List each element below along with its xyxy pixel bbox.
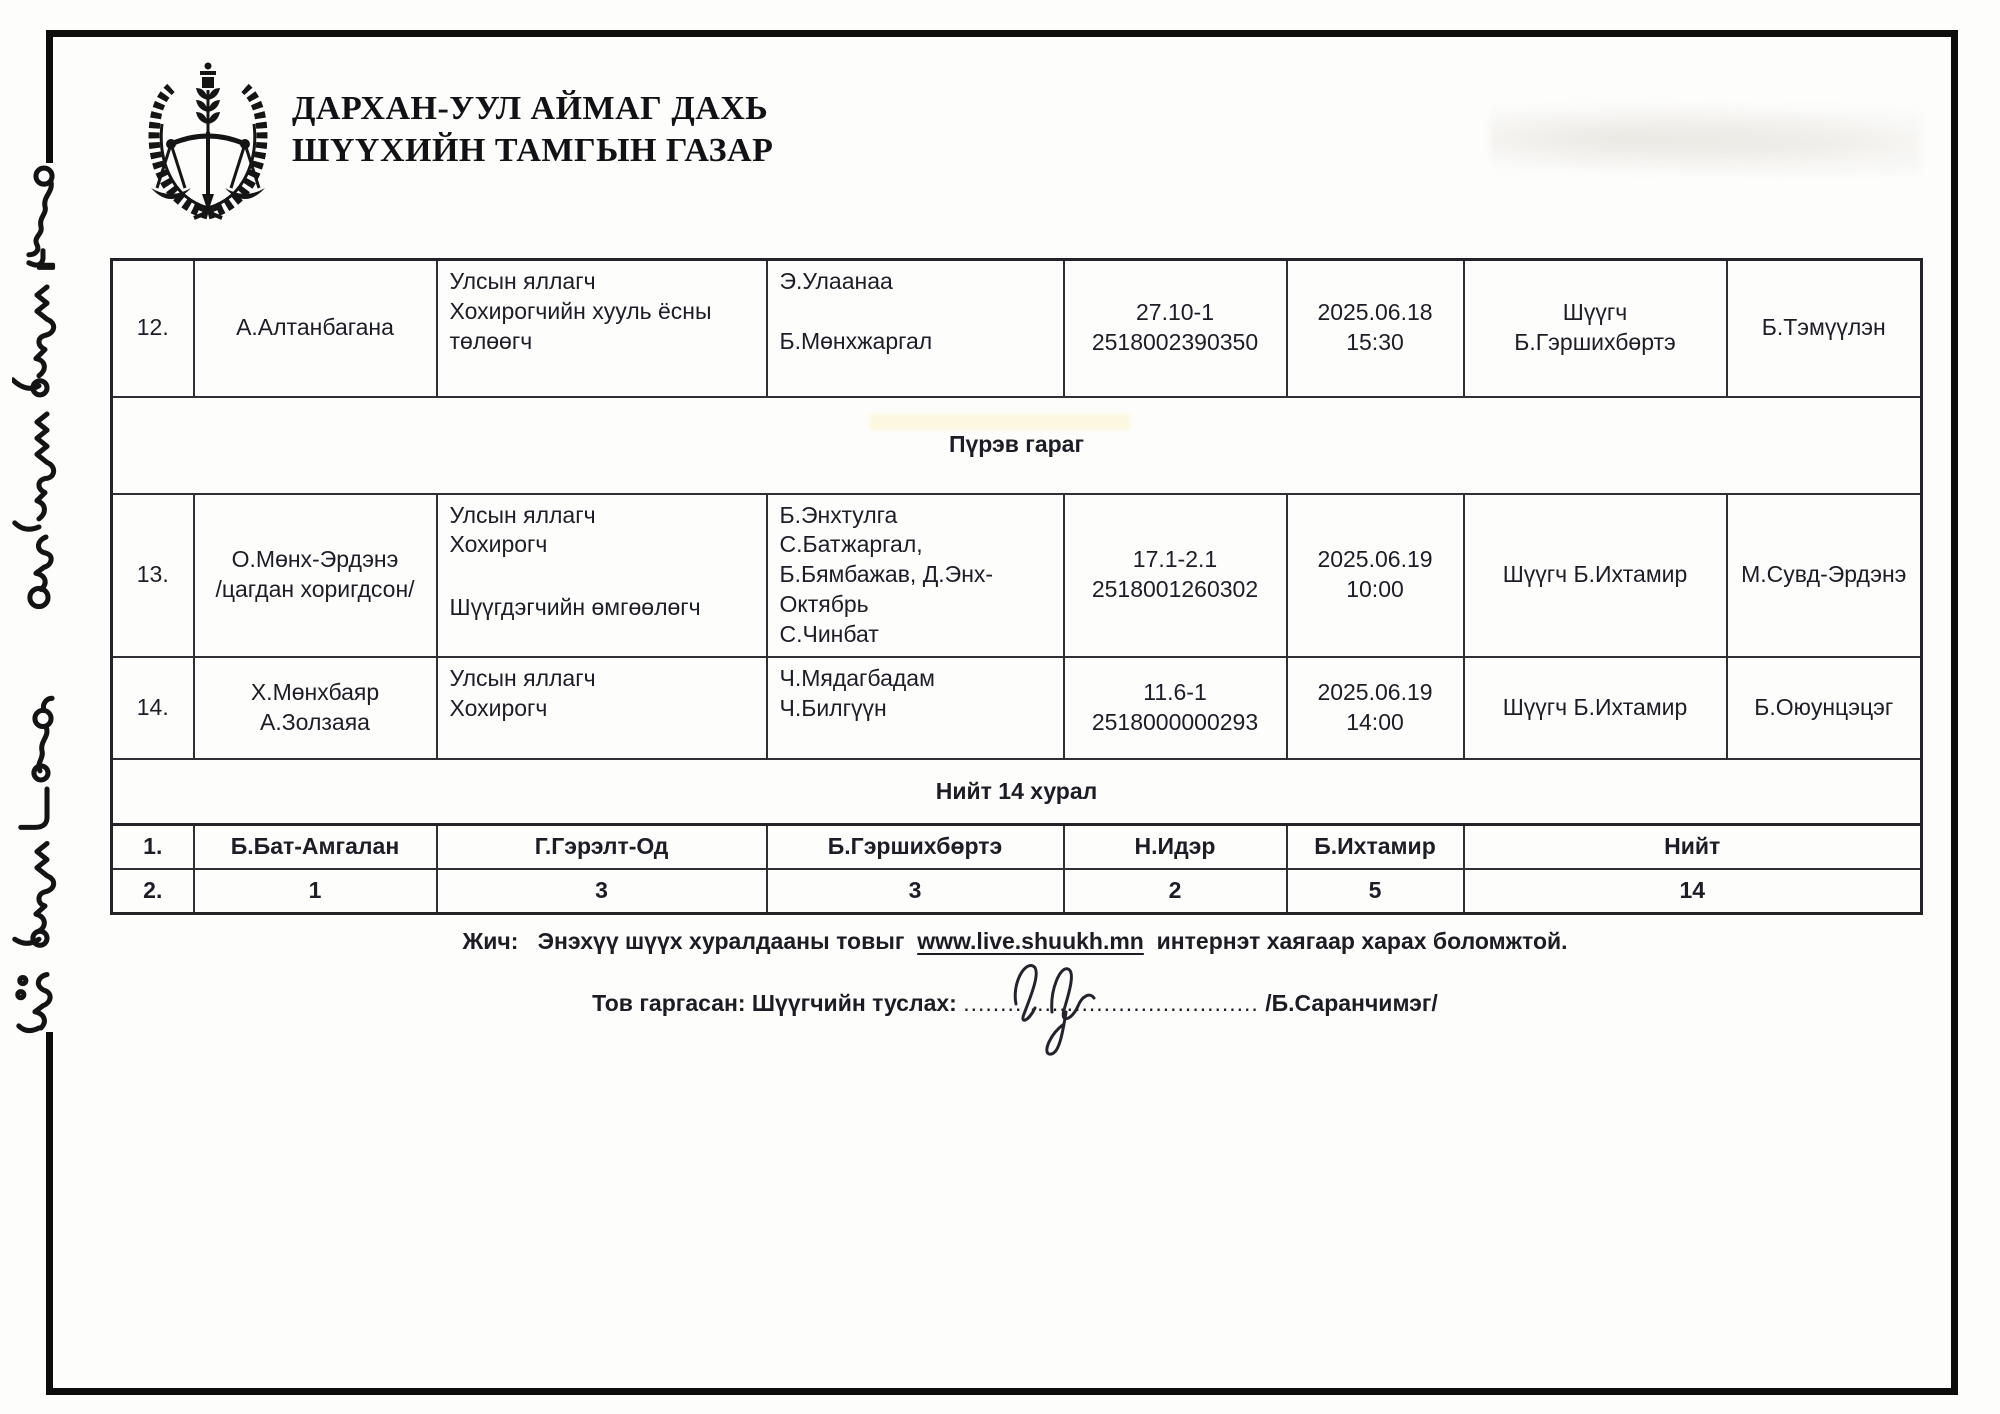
cell-secretary: М.Сувд-Эрдэнэ [1725,492,1923,658]
summary-count: 5 [1285,868,1465,915]
org-title-line1: ДАРХАН-УУЛ АЙМАГ ДАХЬ [292,90,769,127]
roles-top: Улсын яллагч Хохирогч [449,501,596,558]
cell-participants: Ч.Мядагбадам Ч.Билгүүн [765,655,1065,760]
summary-judge: Н.Идэр [1062,823,1288,871]
cell-row-number: 12. [110,258,195,398]
roles-split: Улсын яллагч Хохирогч Шүүгдэгчийн өмгөөл… [450,501,754,623]
table-row-13: 13. О.Мөнх-Эрдэнэ /цагдан хоригдсон/ Улс… [110,492,1923,658]
cell-case-number: 11.6-1 2518000000293 [1062,655,1288,760]
cell-defendant: А.Алтанбагана [192,258,438,398]
summary-judge: Б.Ихтамир [1285,823,1465,871]
note-suffix: интернэт хаягаар харах боломжтой. [1156,928,1568,954]
cell-defendant: О.Мөнх-Эрдэнэ /цагдан хоригдсон/ [192,492,438,658]
page-border-bottom [46,1388,1958,1395]
summary-judge: Г.Гэрэлт-Од [435,823,768,871]
cell-secretary: Б.Оюунцэцэг [1725,655,1923,760]
note-link: www.live.shuukh.mn [917,928,1144,954]
mongolian-vertical-script-icon [12,165,57,1034]
summary-values-row: 2. 1 3 3 2 5 14 [110,868,1923,915]
summary-row-number: 2. [110,868,195,915]
page-border-top [46,30,1958,37]
cell-case-number: 27.10-1 2518002390350 [1062,258,1288,398]
page-border-left-lower [46,1032,53,1395]
cell-roles: Улсын яллагч Хохирогчийн хууль ёсны төлө… [435,258,768,398]
org-title-line2: ШҮҮХИЙН ТАМГЫН ГАЗАР [292,132,774,169]
cell-defendant: Х.Мөнхбаяр А.Золзаяа [192,655,438,760]
cell-judge: Шүүгч Б.Ихтамир [1462,655,1728,760]
total-label: Нийт 14 хурал [110,757,1923,826]
summary-judge: Б.Гэршихбөртэ [765,823,1065,871]
summary-header-row: 1. Б.Бат-Амгалан Г.Гэрэлт-Од Б.Гэршихбөр… [110,823,1923,871]
prepared-name: /Б.Саранчимэг/ [1265,990,1438,1016]
page-border-left-upper [46,30,53,163]
hearings-table: 12. А.Алтанбагана Улсын яллагч Хохирогчи… [110,258,1923,916]
signature-icon [1013,964,1096,1056]
note-prefix: Жич: [462,928,519,954]
summary-count: 2 [1062,868,1288,915]
signature-dotted-line: ........................................ [963,990,1259,1016]
cell-roles: Улсын яллагч Хохирогч [435,655,768,760]
table-row-14: 14. Х.Мөнхбаяр А.Золзаяа Улсын яллагч Хо… [110,655,1923,760]
summary-count: 3 [765,868,1065,915]
cell-participants: Э.Улаанаа Б.Мөнхжаргал [765,258,1065,398]
table-row-12: 12. А.Алтанбагана Улсын яллагч Хохирогчи… [110,258,1923,398]
cell-case-number: 17.1-2.1 2518001260302 [1062,492,1288,658]
day-separator-row: Пүрэв гараг [110,395,1923,495]
org-title: ДАРХАН-УУЛ АЙМАГ ДАХЬ ШҮҮХИЙН ТАМГЫН ГАЗ… [292,88,773,172]
summary-judge: Б.Бат-Амгалан [192,823,438,871]
hearings-table-wrap: 12. А.Алтанбагана Улсын яллагч Хохирогчи… [110,258,1923,916]
cell-row-number: 13. [110,492,195,658]
cell-participants: Б.Энхтулга С.Батжаргал, Б.Бямбажав, Д.Эн… [765,492,1065,658]
prepared-line: Тов гаргасан: Шүүгчийн туслах: .........… [110,990,1920,1017]
page-border-right [1951,30,1958,1395]
summary-judge-total: Нийт [1462,823,1923,871]
day-separator-label: Пүрэв гараг [110,395,1923,495]
cell-datetime: 2025.06.19 10:00 [1285,492,1465,658]
cell-row-number: 14. [110,655,195,760]
court-scales-wreath-logo-icon [148,62,268,220]
cell-datetime: 2025.06.18 15:30 [1285,258,1465,398]
summary-count: 1 [192,868,438,915]
prepared-label: Тов гаргасан: Шүүгчийн туслах: [592,990,957,1016]
cell-judge: Шүүгч Б.Гэршихбөртэ [1462,258,1728,398]
cell-roles: Улсын яллагч Хохирогч Шүүгдэгчийн өмгөөл… [435,492,768,658]
footer-note: Жич: Энэхүү шүүх хуралдааны товыг www.li… [110,928,1920,955]
note-text: Энэхүү шүүх хуралдааны товыг [537,928,905,954]
cell-datetime: 2025.06.19 14:00 [1285,655,1465,760]
summary-count-total: 14 [1462,868,1923,915]
total-row: Нийт 14 хурал [110,757,1923,826]
scan-smudge [1490,100,1920,175]
cell-secretary: Б.Тэмүүлэн [1725,258,1923,398]
roles-bottom: Шүүгдэгчийн өмгөөлөгч [449,593,701,620]
cell-judge: Шүүгч Б.Ихтамир [1462,492,1728,658]
summary-row-number: 1. [110,823,195,871]
summary-count: 3 [435,868,768,915]
